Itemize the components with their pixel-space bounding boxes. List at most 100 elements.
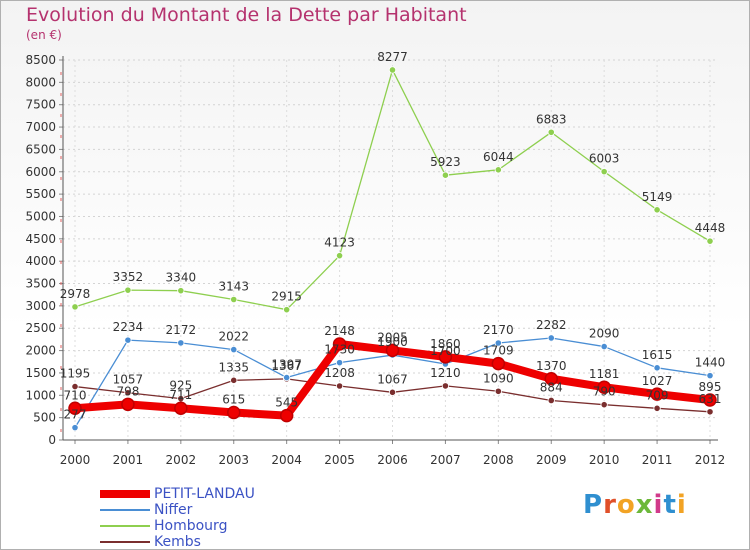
data-label-hombourg: 8277 xyxy=(377,50,408,64)
data-label-niffer: 2022 xyxy=(218,330,249,344)
data-point-hombourg xyxy=(335,252,344,260)
logo-letter: i xyxy=(653,490,664,520)
y-tick-label: 7000 xyxy=(25,120,56,134)
data-point-kembs xyxy=(653,404,661,412)
legend-item-kembs: Kembs xyxy=(100,534,400,550)
data-point-hombourg xyxy=(230,295,238,304)
data-label-hombourg: 3143 xyxy=(218,279,249,293)
chart-legend: PETIT-LANDAU Niffer Hombourg Kembs xyxy=(100,486,400,550)
data-point-hombourg xyxy=(600,168,608,176)
logo-letter: o xyxy=(616,490,636,520)
data-label-hombourg: 6044 xyxy=(483,150,514,164)
logo-letter: r xyxy=(603,490,617,520)
data-point-petit-landau xyxy=(68,401,82,416)
legend-swatch-hombourg xyxy=(100,525,150,527)
data-point-petit-landau xyxy=(385,343,400,358)
data-label-hombourg: 6003 xyxy=(589,152,620,166)
data-label-kembs: 1067 xyxy=(377,372,408,386)
data-point-kembs xyxy=(388,388,397,396)
logo-letter: i xyxy=(676,490,687,520)
legend-label-kembs: Kembs xyxy=(154,534,201,550)
data-point-kembs xyxy=(71,382,79,391)
data-point-kembs xyxy=(441,382,450,390)
data-point-niffer xyxy=(283,373,291,382)
x-tick-label: 2002 xyxy=(166,453,197,467)
x-tick-label: 2004 xyxy=(271,453,302,467)
data-point-hombourg xyxy=(177,287,185,295)
data-point-kembs xyxy=(335,382,344,390)
data-label-petit-landau: 895 xyxy=(699,380,722,394)
legend-label-niffer: Niffer xyxy=(154,502,193,518)
x-tick-label: 2003 xyxy=(218,453,249,467)
data-point-kembs xyxy=(230,376,238,384)
data-label-niffer: 1700 xyxy=(430,344,461,358)
x-tick-label: 2001 xyxy=(113,453,144,467)
y-tick-label: 2000 xyxy=(25,344,56,358)
x-tick-label: 2012 xyxy=(695,453,726,467)
data-label-niffer: 2090 xyxy=(589,327,620,341)
data-point-petit-landau xyxy=(279,408,294,423)
data-label-niffer: 1397 xyxy=(271,358,302,372)
x-tick-label: 2011 xyxy=(642,453,673,467)
y-tick-label: 3500 xyxy=(25,277,56,291)
data-label-petit-landau: 710 xyxy=(64,388,87,402)
data-point-hombourg xyxy=(653,206,661,214)
y-tick-label: 5500 xyxy=(25,187,56,201)
data-point-niffer xyxy=(600,342,608,351)
y-tick-label: 5000 xyxy=(25,209,56,223)
data-label-hombourg: 5923 xyxy=(430,155,461,169)
data-point-petit-landau xyxy=(227,405,241,420)
data-point-petit-landau xyxy=(597,380,611,394)
data-label-kembs: 1367 xyxy=(271,359,302,373)
x-tick-label: 2010 xyxy=(589,453,620,467)
data-point-hombourg xyxy=(441,171,450,179)
data-label-petit-landau: 711 xyxy=(169,388,192,402)
data-point-hombourg xyxy=(124,286,132,294)
data-point-hombourg xyxy=(71,303,79,311)
data-label-kembs: 884 xyxy=(540,380,563,394)
data-label-petit-landau: 2005 xyxy=(377,330,408,344)
data-point-petit-landau xyxy=(174,401,188,415)
y-tick-label: 4000 xyxy=(25,254,56,268)
data-label-petit-landau: 1027 xyxy=(642,374,673,388)
data-label-petit-landau: 798 xyxy=(116,384,139,398)
x-tick-label: 2008 xyxy=(483,453,514,467)
data-point-petit-landau xyxy=(703,393,717,407)
data-point-niffer xyxy=(71,424,79,432)
data-point-petit-landau xyxy=(332,337,347,351)
x-tick-label: 2005 xyxy=(324,453,355,467)
data-label-hombourg: 3352 xyxy=(113,270,144,284)
data-point-niffer xyxy=(124,336,132,344)
logo-letter: t xyxy=(663,490,677,520)
data-label-hombourg: 3340 xyxy=(166,271,197,285)
y-tick-label: 2500 xyxy=(25,321,56,335)
y-tick-label: 6000 xyxy=(25,165,56,179)
data-label-niffer: 1615 xyxy=(642,348,673,362)
data-point-petit-landau xyxy=(491,356,506,371)
data-point-petit-landau xyxy=(438,350,453,364)
data-label-kembs: 709 xyxy=(646,388,669,402)
data-point-kembs xyxy=(600,401,608,409)
data-point-petit-landau xyxy=(544,372,558,386)
data-point-petit-landau xyxy=(650,387,664,401)
data-label-hombourg: 4448 xyxy=(695,221,726,235)
data-label-hombourg: 2915 xyxy=(271,290,302,304)
data-point-niffer xyxy=(653,364,661,372)
data-label-kembs: 925 xyxy=(169,379,192,393)
data-label-niffer: 1440 xyxy=(695,356,726,370)
data-label-kembs: 790 xyxy=(593,385,616,399)
data-point-kembs xyxy=(706,408,714,416)
data-label-kembs: 1210 xyxy=(430,366,461,380)
data-label-niffer: 1730 xyxy=(324,343,355,357)
y-tick-label: 1500 xyxy=(25,366,56,380)
data-label-niffer: 2282 xyxy=(536,318,567,332)
y-tick-label: 7500 xyxy=(25,98,56,112)
data-label-kembs: 1090 xyxy=(483,371,514,385)
data-point-hombourg xyxy=(283,306,291,314)
data-label-petit-landau: 545 xyxy=(275,396,298,410)
data-point-niffer xyxy=(494,339,502,347)
data-label-petit-landau: 1860 xyxy=(430,337,461,351)
legend-item-niffer: Niffer xyxy=(100,502,400,518)
chart-subtitle: (en €) xyxy=(26,28,62,42)
legend-swatch-petit-landau xyxy=(100,490,150,498)
